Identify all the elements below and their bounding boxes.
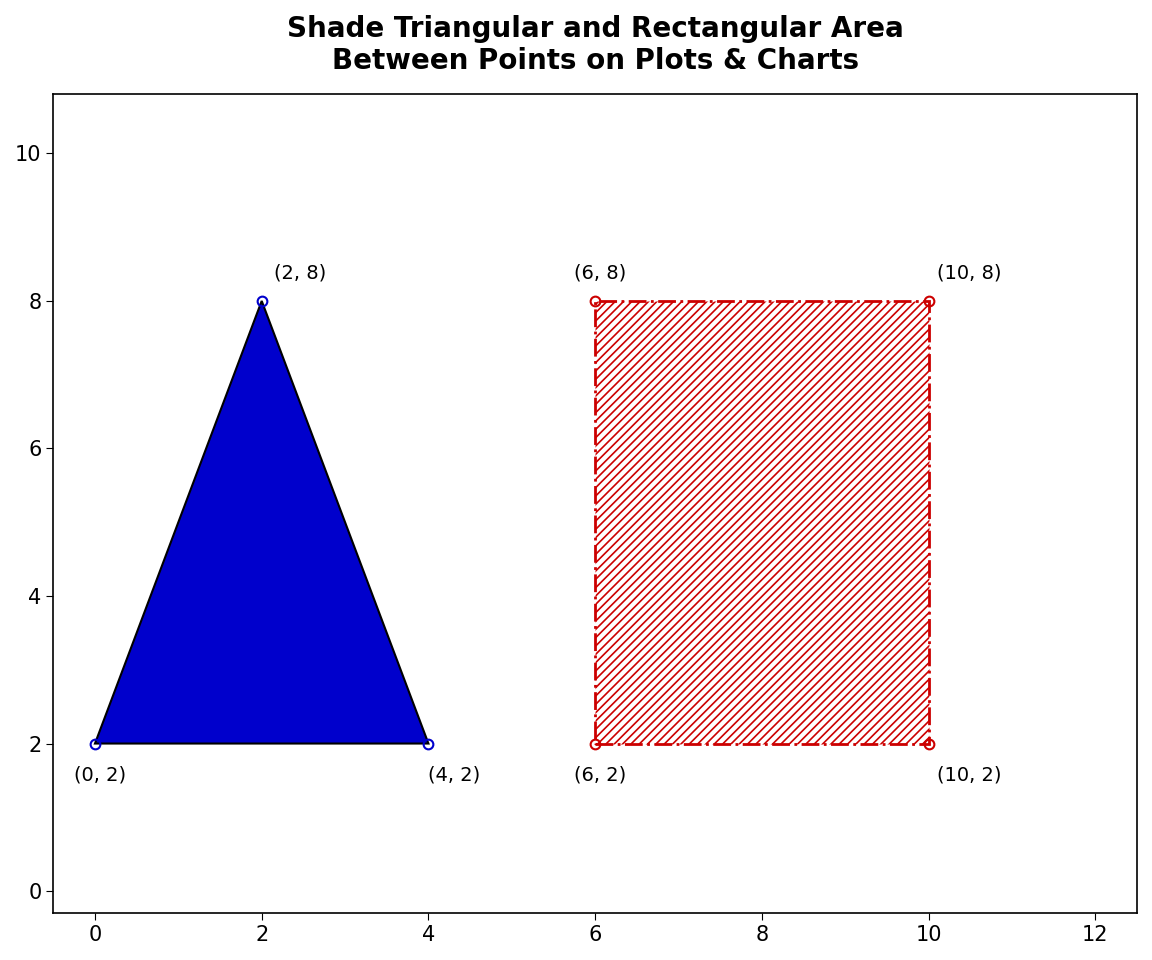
Text: (6, 8): (6, 8) bbox=[575, 263, 627, 282]
Text: (10, 8): (10, 8) bbox=[937, 263, 1001, 282]
Text: (6, 2): (6, 2) bbox=[575, 765, 627, 784]
Text: (4, 2): (4, 2) bbox=[429, 765, 480, 784]
Polygon shape bbox=[596, 300, 929, 744]
Text: (0, 2): (0, 2) bbox=[74, 765, 127, 784]
Text: (10, 2): (10, 2) bbox=[937, 765, 1001, 784]
Title: Shade Triangular and Rectangular Area
Between Points on Plots & Charts: Shade Triangular and Rectangular Area Be… bbox=[287, 15, 903, 76]
Text: (2, 8): (2, 8) bbox=[274, 263, 326, 282]
Polygon shape bbox=[94, 300, 429, 744]
